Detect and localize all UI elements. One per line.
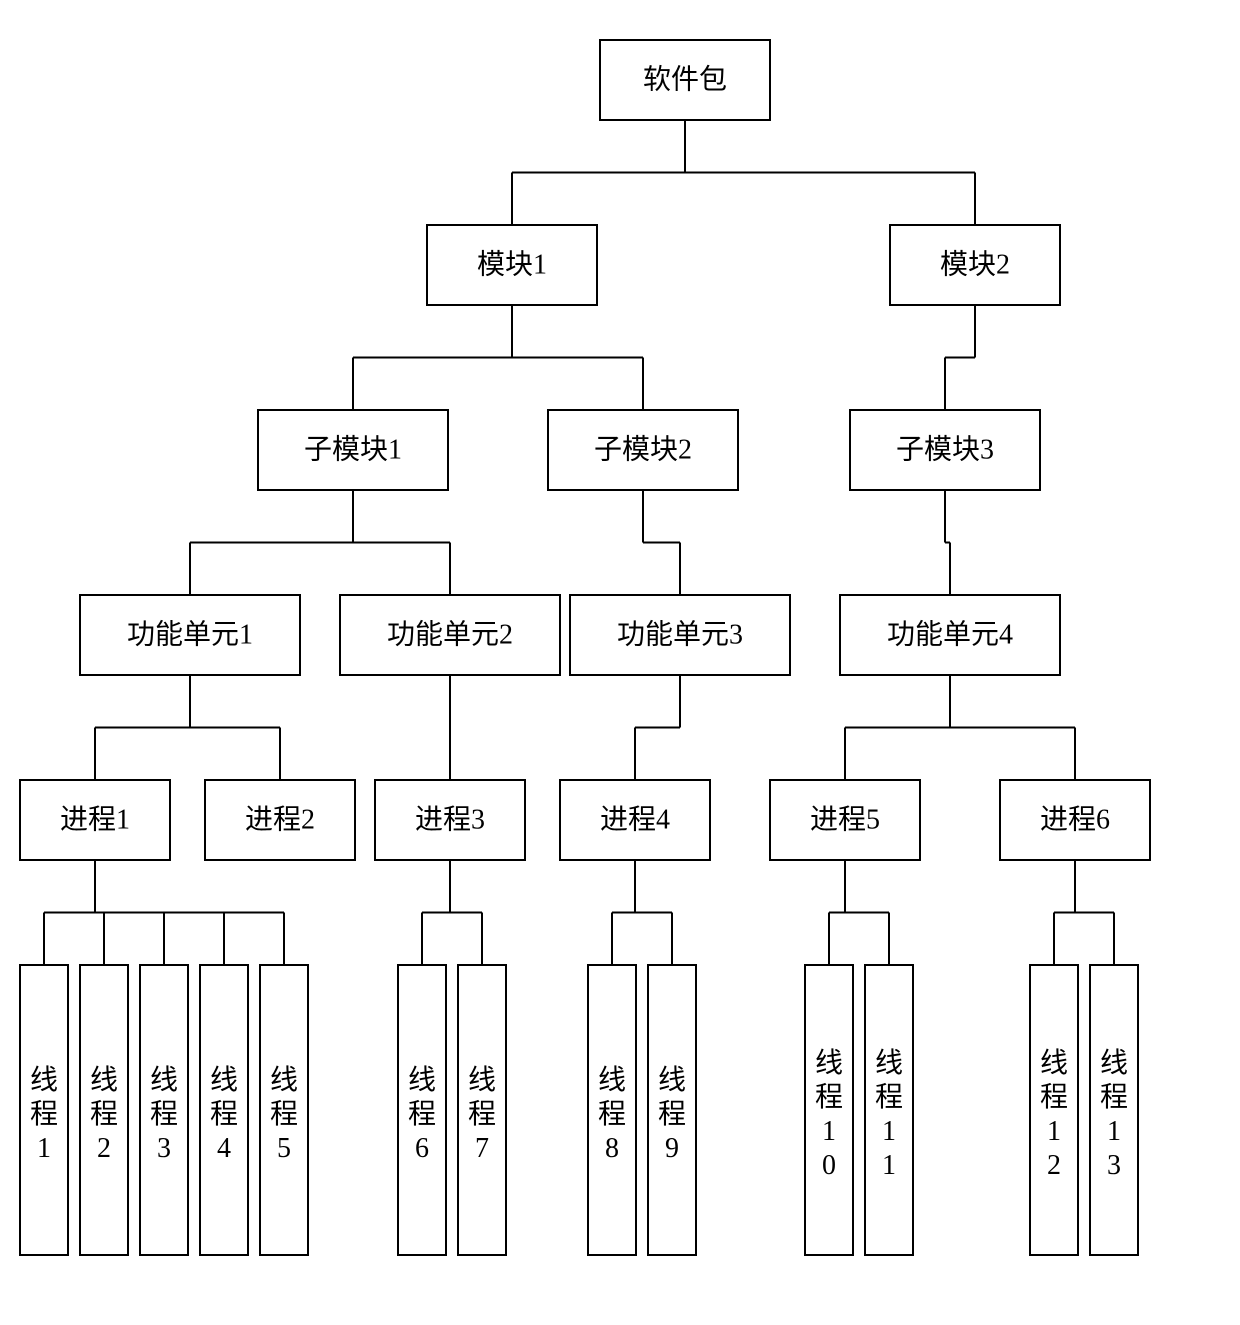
node-label-char: 6 [415,1133,429,1164]
node-label-char: 线 [815,1047,843,1079]
tree-node: 子模块1 [258,410,448,490]
node-label-char: 8 [605,1133,619,1164]
node-label-char: 程 [468,1099,496,1130]
tree-node: 子模块3 [850,410,1040,490]
tree-node: 线程9 [648,965,696,1255]
node-label: 进程4 [600,804,670,835]
node-label: 进程6 [1040,804,1110,835]
node-label-char: 1 [37,1133,51,1164]
tree-node: 功能单元2 [340,595,560,675]
tree-node: 功能单元4 [840,595,1060,675]
node-label-char: 1 [882,1116,896,1147]
node-label-char: 程 [875,1082,903,1113]
node-label-char: 7 [475,1133,489,1164]
tree-node: 模块1 [427,225,597,305]
node-label-char: 1 [1047,1116,1061,1147]
node-label-char: 2 [97,1133,111,1164]
node-label: 进程2 [245,804,315,835]
tree-node: 线程4 [200,965,248,1255]
node-label-char: 9 [665,1133,679,1164]
node-label-char: 线 [658,1064,686,1096]
node-label: 子模块3 [896,433,994,465]
node-label: 模块2 [940,248,1010,280]
node-label: 功能单元3 [617,618,743,650]
node-label: 功能单元4 [887,618,1013,650]
node-label: 子模块1 [304,433,402,465]
node-label-char: 线 [210,1064,238,1096]
node-label: 软件包 [643,63,727,95]
tree-node: 线程3 [140,965,188,1255]
node-label-char: 程 [1040,1082,1068,1113]
node-label: 功能单元2 [387,618,513,650]
node-label-char: 程 [270,1099,298,1130]
tree-node: 线程13 [1090,965,1138,1255]
node-label-char: 程 [1100,1082,1128,1113]
tree-node: 线程2 [80,965,128,1255]
tree-node: 线程12 [1030,965,1078,1255]
node-label-char: 1 [882,1150,896,1181]
tree-node: 软件包 [600,40,770,120]
tree-node: 线程10 [805,965,853,1255]
tree-node: 进程2 [205,780,355,860]
node-label: 进程3 [415,804,485,835]
node-label-char: 3 [157,1133,171,1164]
node-label-char: 程 [150,1099,178,1130]
node-label-char: 5 [277,1133,291,1164]
node-label: 进程1 [60,804,130,835]
node-label-char: 线 [598,1064,626,1096]
software-tree-diagram: 软件包模块1 模块2 子模块1 子模块2 子模块3 功能单元1 功能单元2 功能单元3 功能单元… [0,0,1240,1325]
tree-node: 功能单元3 [570,595,790,675]
node-label-char: 3 [1107,1150,1121,1181]
node-label-char: 4 [217,1133,231,1164]
tree-node: 模块2 [890,225,1060,305]
node-label: 模块1 [477,248,547,280]
node-label-char: 0 [822,1150,836,1181]
node-label: 进程5 [810,804,880,835]
tree-node: 线程6 [398,965,446,1255]
tree-node: 进程4 [560,780,710,860]
node-label-char: 线 [30,1064,58,1096]
tree-node: 进程6 [1000,780,1150,860]
node-label: 子模块2 [594,433,692,465]
node-label: 功能单元1 [127,618,253,650]
node-label-char: 程 [658,1099,686,1130]
tree-node: 进程5 [770,780,920,860]
node-label-char: 程 [408,1099,436,1130]
node-label-char: 程 [90,1099,118,1130]
tree-node: 进程3 [375,780,525,860]
tree-node: 线程7 [458,965,506,1255]
node-label-char: 线 [270,1064,298,1096]
tree-node: 线程8 [588,965,636,1255]
node-label-char: 线 [1040,1047,1068,1079]
tree-node: 进程1 [20,780,170,860]
tree-node: 子模块2 [548,410,738,490]
tree-node: 线程5 [260,965,308,1255]
node-label-char: 线 [875,1047,903,1079]
node-label-char: 程 [815,1082,843,1113]
node-label-char: 线 [90,1064,118,1096]
node-label-char: 1 [1107,1116,1121,1147]
node-label-char: 线 [150,1064,178,1096]
node-label-char: 程 [598,1099,626,1130]
tree-node: 线程11 [865,965,913,1255]
node-label-char: 线 [1100,1047,1128,1079]
node-label-char: 程 [210,1099,238,1130]
node-label-char: 线 [468,1064,496,1096]
node-label-char: 程 [30,1099,58,1130]
node-label-char: 线 [408,1064,436,1096]
tree-node: 线程1 [20,965,68,1255]
tree-node: 功能单元1 [80,595,300,675]
node-label-char: 2 [1047,1150,1061,1181]
node-label-char: 1 [822,1116,836,1147]
